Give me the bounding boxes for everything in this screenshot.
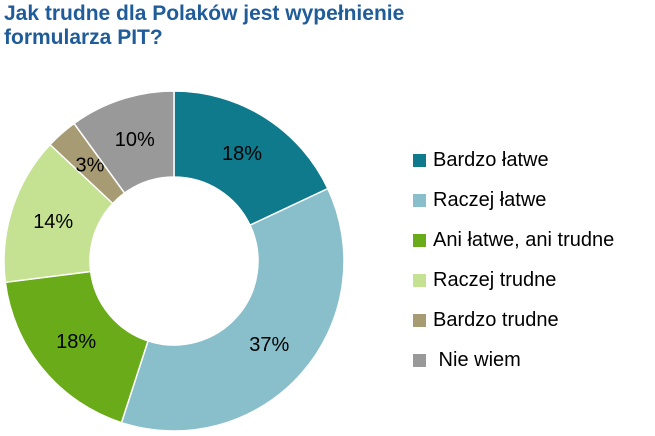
legend-swatch: [413, 274, 426, 287]
legend-label: Ani łatwe, ani trudne: [433, 229, 615, 251]
legend-label: Nie wiem: [433, 349, 521, 371]
legend-label: Bardzo trudne: [433, 309, 559, 331]
chart-title-line-2: formularza PIT?: [4, 26, 163, 49]
legend-swatch: [413, 314, 426, 327]
donut-slice-2: [120, 187, 345, 432]
donut-slice-1: [173, 90, 329, 227]
data-label-3: 18%: [56, 331, 96, 353]
donut-slice-3: [4, 270, 149, 424]
legend-swatch: [413, 194, 426, 207]
chart-title-line-1: Jak trudne dla Polaków jest wypełnienie: [4, 2, 405, 25]
data-label-6: 10%: [115, 129, 155, 151]
legend-swatch: [413, 154, 426, 167]
data-label-1: 18%: [222, 143, 262, 165]
legend-label: Raczej trudne: [433, 269, 557, 291]
data-label-5: 3%: [76, 155, 105, 177]
data-label-2: 37%: [249, 334, 289, 356]
legend-swatch: [413, 354, 426, 367]
legend-label: Bardzo łatwe: [433, 149, 549, 171]
chart-title: Jak trudne dla Polaków jest wypełnienie …: [4, 2, 644, 50]
data-label-4: 14%: [33, 211, 73, 233]
legend-label: Raczej łatwe: [433, 189, 547, 211]
legend-swatch: [413, 234, 426, 247]
donut-slice-6: [73, 90, 175, 195]
